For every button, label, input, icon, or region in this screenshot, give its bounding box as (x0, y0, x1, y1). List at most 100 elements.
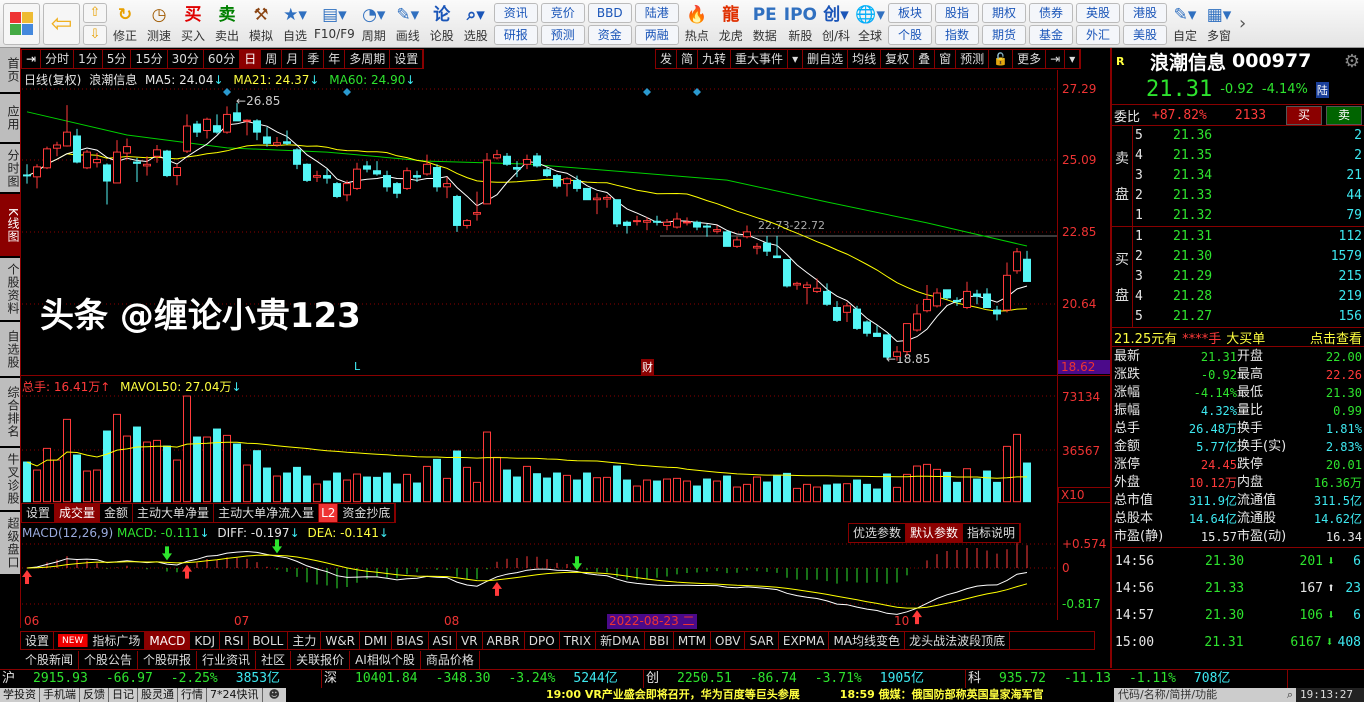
indicator-tab[interactable]: RSI (220, 632, 249, 649)
period-tab[interactable]: 多周期 (345, 50, 391, 68)
indicator-tab[interactable]: BBI (645, 632, 674, 649)
toolbar-text-button[interactable]: 美股 (1123, 24, 1168, 45)
chart-tool-tab[interactable]: 重大事件 (731, 50, 789, 68)
indicator-tab[interactable]: 指标广场 (88, 632, 146, 649)
sub-indicator-tab[interactable]: 主动大单净流入量 (214, 504, 320, 522)
robot-icon[interactable]: ☻ (262, 688, 286, 702)
news-tab[interactable]: 关联报价 (291, 651, 351, 670)
sub-indicator-tab[interactable]: 资金抄底 (338, 504, 396, 522)
chart-tool-tab[interactable]: 窗 (935, 50, 957, 68)
sidebar-item-4[interactable]: 个股资料 (0, 258, 20, 322)
ask-level-row[interactable]: 3 21.34 21 (1133, 166, 1364, 186)
bid-level-row[interactable]: 5 21.27 156 (1133, 307, 1364, 327)
period-tab[interactable]: 月 (282, 50, 304, 68)
event-diamond-marker[interactable] (343, 88, 351, 96)
indicator-tab[interactable]: NEW (58, 634, 89, 647)
toolbar-pencil-button[interactable]: ✎▾ 画线 (393, 3, 423, 44)
ask-level-row[interactable]: 2 21.33 44 (1133, 186, 1364, 206)
sub-indicator-tab[interactable]: 金额 (100, 504, 134, 522)
period-tab[interactable]: 分时 (41, 50, 75, 68)
sub-indicator-tab[interactable]: L2 (319, 504, 339, 522)
sub-indicator-tab[interactable]: 设置 (22, 504, 56, 522)
period-tab[interactable]: 年 (324, 50, 346, 68)
chart-tool-tab[interactable]: 预测 (956, 50, 990, 68)
sidebar-item-0[interactable]: 首页 (0, 48, 20, 94)
indicator-tab[interactable]: TRIX (560, 632, 597, 649)
market-index[interactable]: 深 10401.84 -348.30 -3.24% 5244亿 (322, 670, 644, 688)
sidebar-item-8[interactable]: 超级盘口 (0, 512, 20, 576)
sidebar-item-7[interactable]: 牛叉诊股 (0, 448, 20, 512)
l-event-marker[interactable]: L (354, 360, 361, 373)
market-index[interactable]: 沪 2915.93 -66.97 -2.25% 3853亿 (0, 670, 322, 688)
event-diamond-marker[interactable] (693, 88, 701, 96)
ask-level-row[interactable]: 5 21.36 2 (1133, 126, 1364, 146)
news-tab[interactable]: 行业资讯 (197, 651, 257, 670)
bid-level-row[interactable]: 1 21.31 112 (1133, 227, 1364, 247)
toolbar-text-button[interactable]: BBD (587, 2, 632, 23)
toolbar-text-button[interactable]: 期货 (982, 24, 1027, 45)
search-icon[interactable]: ⌕ (1286, 688, 1293, 701)
indicator-tab[interactable]: DMI (360, 632, 393, 649)
toolbar-globe-button[interactable]: 🌐▾ 全球 (855, 3, 885, 44)
period-tab[interactable]: 5分 (103, 50, 132, 68)
period-tab[interactable]: 季 (303, 50, 325, 68)
period-tab[interactable]: 15分 (131, 50, 168, 68)
indicator-tab[interactable]: BOLL (249, 632, 289, 649)
search-box[interactable]: 代码/名称/简拼/功能 ⌕ (1114, 688, 1296, 702)
toolbar-text-button[interactable]: 债券 (1029, 2, 1074, 23)
sidebar-item-6[interactable]: 综合排名 (0, 378, 20, 448)
toolbar-favorites-folder-button[interactable]: ★▾ 自选 (280, 3, 310, 44)
status-link[interactable]: 日记 (109, 688, 138, 702)
toolbar-ipo-button[interactable]: IPO 新股 (784, 3, 817, 44)
sub-indicator-tab[interactable]: 主动大单净量 (133, 504, 215, 522)
chart-tool-tab[interactable]: 叠 (914, 50, 936, 68)
indicator-tab[interactable]: MTM (674, 632, 711, 649)
sidebar-item-5[interactable]: 自选股 (0, 322, 20, 378)
sidebar-item-2[interactable]: 分时图 (0, 144, 20, 194)
quick-buy-button[interactable]: 买 (1286, 105, 1322, 125)
kline-chart[interactable] (0, 0, 1110, 630)
sidebar-item-3[interactable]: K线图 (0, 194, 20, 258)
toolbar-text-button[interactable]: 期权 (982, 2, 1027, 23)
period-tab[interactable]: 30分 (168, 50, 204, 68)
news-tab[interactable]: 个股研报 (138, 651, 198, 670)
collapse-panel-icon[interactable]: ⇥ (22, 50, 42, 68)
toolbar-text-button[interactable]: 指数 (935, 24, 980, 45)
ask-level-row[interactable]: 1 21.32 79 (1133, 206, 1364, 226)
indicator-tab[interactable]: ASI (429, 632, 458, 649)
chart-tool-tab[interactable]: 九转 (698, 50, 732, 68)
indicator-tab[interactable]: MA均线变色 (829, 632, 906, 649)
indicator-tab[interactable]: BIAS (392, 632, 429, 649)
big-order-view-link[interactable]: 点击查看 (1309, 331, 1362, 347)
indicator-tab[interactable]: 龙头战法波段顶底 (905, 632, 1011, 649)
news-tab[interactable]: 商品价格 (420, 651, 480, 670)
event-diamond-marker[interactable] (643, 88, 651, 96)
indicator-tab[interactable]: ARBR (483, 632, 525, 649)
news-tab[interactable]: 个股公告 (79, 651, 139, 670)
toolbar-text-button[interactable]: 研报 (493, 24, 538, 45)
status-link[interactable]: 反馈 (80, 688, 109, 702)
bid-level-row[interactable]: 4 21.28 219 (1133, 287, 1364, 307)
indicator-help-button[interactable]: 指标说明 (963, 524, 1021, 542)
toolbar-text-button[interactable]: 陆港 (634, 2, 679, 23)
down-arrow-button[interactable]: ⇩ (83, 24, 107, 45)
chart-tool-tab[interactable]: 删自选 (803, 50, 849, 68)
optimized-params-button[interactable]: 优选参数 (849, 524, 907, 542)
chart-tool-tab[interactable]: ▾ (788, 50, 804, 68)
bid-level-row[interactable]: 2 21.30 1579 (1133, 247, 1364, 267)
toolbar-text-button[interactable]: 竞价 (540, 2, 585, 23)
news-ticker[interactable]: 19:00 VR产业盛会即将召开，华为百度等巨头参展 18:59 俄媒：俄国防部… (286, 688, 1114, 702)
chart-tool-tab[interactable]: 更多 (1013, 50, 1047, 68)
sub-indicator-tab[interactable]: 成交量 (55, 504, 101, 522)
toolbar-text-button[interactable]: 基金 (1029, 24, 1074, 45)
toolbar-sell-button[interactable]: 卖卖出 (212, 3, 242, 44)
indicator-tab[interactable]: DPO (525, 632, 560, 649)
chart-tool-tab[interactable]: ⇥ (1046, 50, 1066, 68)
chart-tool-tab[interactable]: 发 (656, 50, 678, 68)
toolbar-text-button[interactable]: 港股 (1123, 2, 1168, 23)
sidebar-item-1[interactable]: 应用 (0, 94, 20, 144)
ticker-news-item[interactable]: 19:00 VR产业盛会即将召开，华为百度等巨头参展 (545, 688, 800, 701)
toolbar-text-button[interactable]: 股指 (935, 2, 980, 23)
status-link[interactable]: 股灵通 (138, 688, 178, 702)
period-tab[interactable]: 60分 (204, 50, 241, 68)
